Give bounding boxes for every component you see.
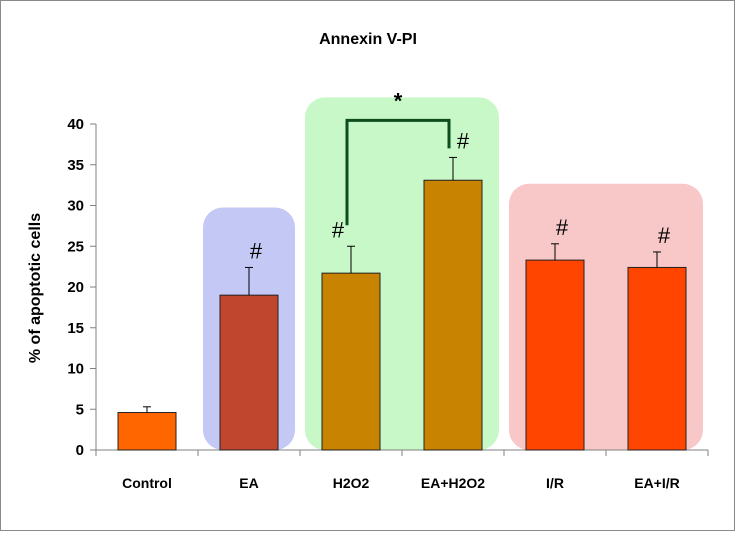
annotations: # # # # # *: [250, 88, 671, 263]
bar-1: [219, 294, 279, 451]
significance-marker-4: #: [556, 215, 569, 240]
y-tick-label: 5: [76, 401, 84, 418]
significance-marker-5: #: [658, 223, 671, 248]
comparison-label: *: [394, 88, 403, 113]
significance-marker-2: #: [332, 217, 345, 242]
y-tick-label: 0: [76, 442, 84, 459]
x-tick-label: EA+H2O2: [421, 475, 485, 491]
bars: [117, 156, 687, 451]
comparison-bracket: [345, 118, 451, 226]
x-tick-label: EA+I/R: [634, 475, 680, 491]
bar-0: [117, 412, 177, 451]
significance-marker-1: #: [250, 238, 263, 263]
y-tick-label: 15: [67, 320, 84, 337]
y-tick-label: 20: [67, 279, 84, 296]
y-axis-label: % of apoptotic cells: [27, 213, 44, 363]
y-tick-label: 10: [67, 361, 84, 378]
y-tick-label: 35: [67, 157, 84, 174]
significance-marker-3: #: [457, 128, 470, 153]
chart-title: Annexin V-PI: [319, 31, 417, 48]
y-tick-label: 40: [67, 116, 84, 133]
bar-3: [423, 179, 483, 451]
y-tick-label: 25: [67, 238, 84, 255]
x-tick-label: Control: [122, 475, 172, 491]
axes: 0 5 10 15 20 25 30 35 40 Control EA H2O2 EA+H2O2 I/R E…: [67, 116, 709, 491]
x-tick-label: I/R: [546, 475, 564, 491]
x-tick-label: H2O2: [333, 475, 370, 491]
x-tick-label: EA: [239, 475, 258, 491]
bar-2: [321, 272, 381, 451]
y-tick-label: 30: [67, 198, 84, 215]
bar-4: [525, 259, 585, 451]
bar-5: [627, 266, 687, 451]
